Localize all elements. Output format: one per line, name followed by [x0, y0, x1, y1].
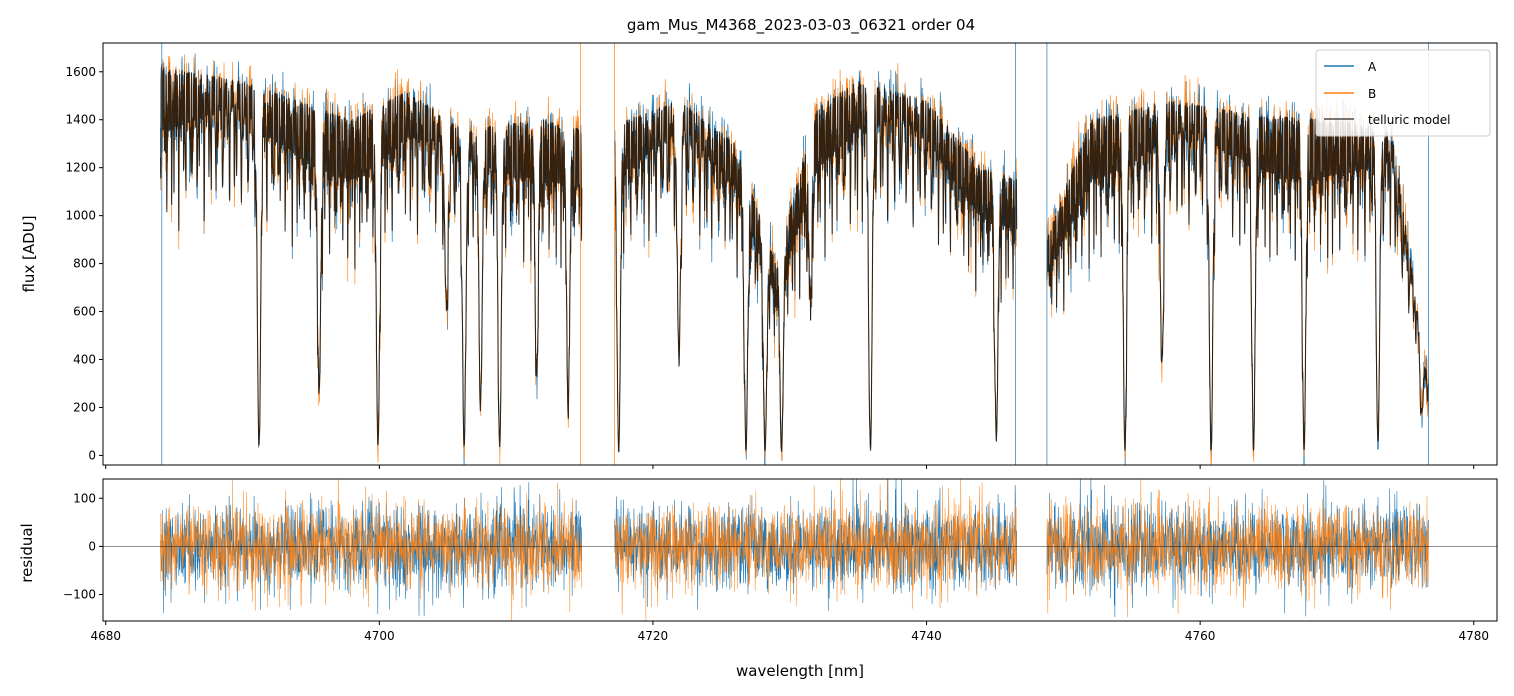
flux-series-group: [159, 43, 1430, 465]
residual-y-tick-label: 0: [88, 539, 96, 553]
legend-frame: [1315, 49, 1491, 137]
flux-y-tick-label: 400: [73, 353, 96, 367]
flux-y-tick-label: 1000: [65, 209, 96, 223]
x-tick-label: 4780: [1458, 629, 1489, 643]
legend-label-telluric: telluric model: [1368, 113, 1450, 127]
residual-y-axis-label: residual: [18, 523, 36, 582]
residual-y-tick-label: −100: [63, 588, 96, 602]
x-tick-label: 4740: [911, 629, 942, 643]
residual-b-line-2: [1046, 479, 1429, 618]
legend-label-a: A: [1368, 60, 1377, 74]
x-tick-label: 4700: [364, 629, 395, 643]
legend: A B telluric model: [1315, 49, 1491, 137]
flux-x-ticks: [105, 465, 1475, 469]
x-tick-label: 4680: [90, 629, 121, 643]
residual-series-group: [160, 479, 1429, 621]
flux-y-ticks: 0 200 400 600 800 1000 1200 1400 1600: [65, 65, 103, 462]
residual-y-tick-label: 100: [73, 491, 96, 505]
residual-y-ticks: −100 0 100: [63, 491, 103, 602]
residual-axes-frame: [102, 478, 1498, 622]
flux-y-tick-label: 0: [88, 448, 96, 462]
flux-y-tick-label: 1600: [65, 65, 96, 79]
flux-y-tick-label: 800: [73, 257, 96, 271]
residual-x-ticks: 4680 4700 4720 4740 4760 4780: [90, 621, 1489, 643]
legend-label-b: B: [1368, 87, 1376, 101]
residual-panel: −100 0 100 4680 4700 4720 4740 4760 4780 residu…: [18, 478, 1498, 680]
telluric-model-line-2: [1046, 101, 1430, 451]
telluric-model-line-1: [614, 81, 1018, 453]
flux-y-tick-label: 600: [73, 305, 96, 319]
x-tick-label: 4720: [638, 629, 669, 643]
flux-y-tick-label: 200: [73, 400, 96, 414]
x-tick-label: 4760: [1185, 629, 1216, 643]
flux-y-axis-label: flux [ADU]: [20, 215, 38, 292]
flux-y-tick-label: 1200: [65, 161, 96, 175]
flux-axes-frame: [102, 42, 1498, 466]
x-axis-label: wavelength [nm]: [736, 662, 864, 680]
residual-b-line-1: [614, 479, 1017, 621]
chart-title: gam_Mus_M4368_2023-03-03_06321 order 04: [627, 16, 975, 35]
flux-panel: 0 200 400 600 800 1000 1200 1400 1600 flux [ADU]…: [20, 42, 1498, 469]
flux-y-tick-label: 1400: [65, 113, 96, 127]
residual-b-line-0: [160, 479, 583, 621]
telluric-model-line-0: [159, 67, 583, 447]
